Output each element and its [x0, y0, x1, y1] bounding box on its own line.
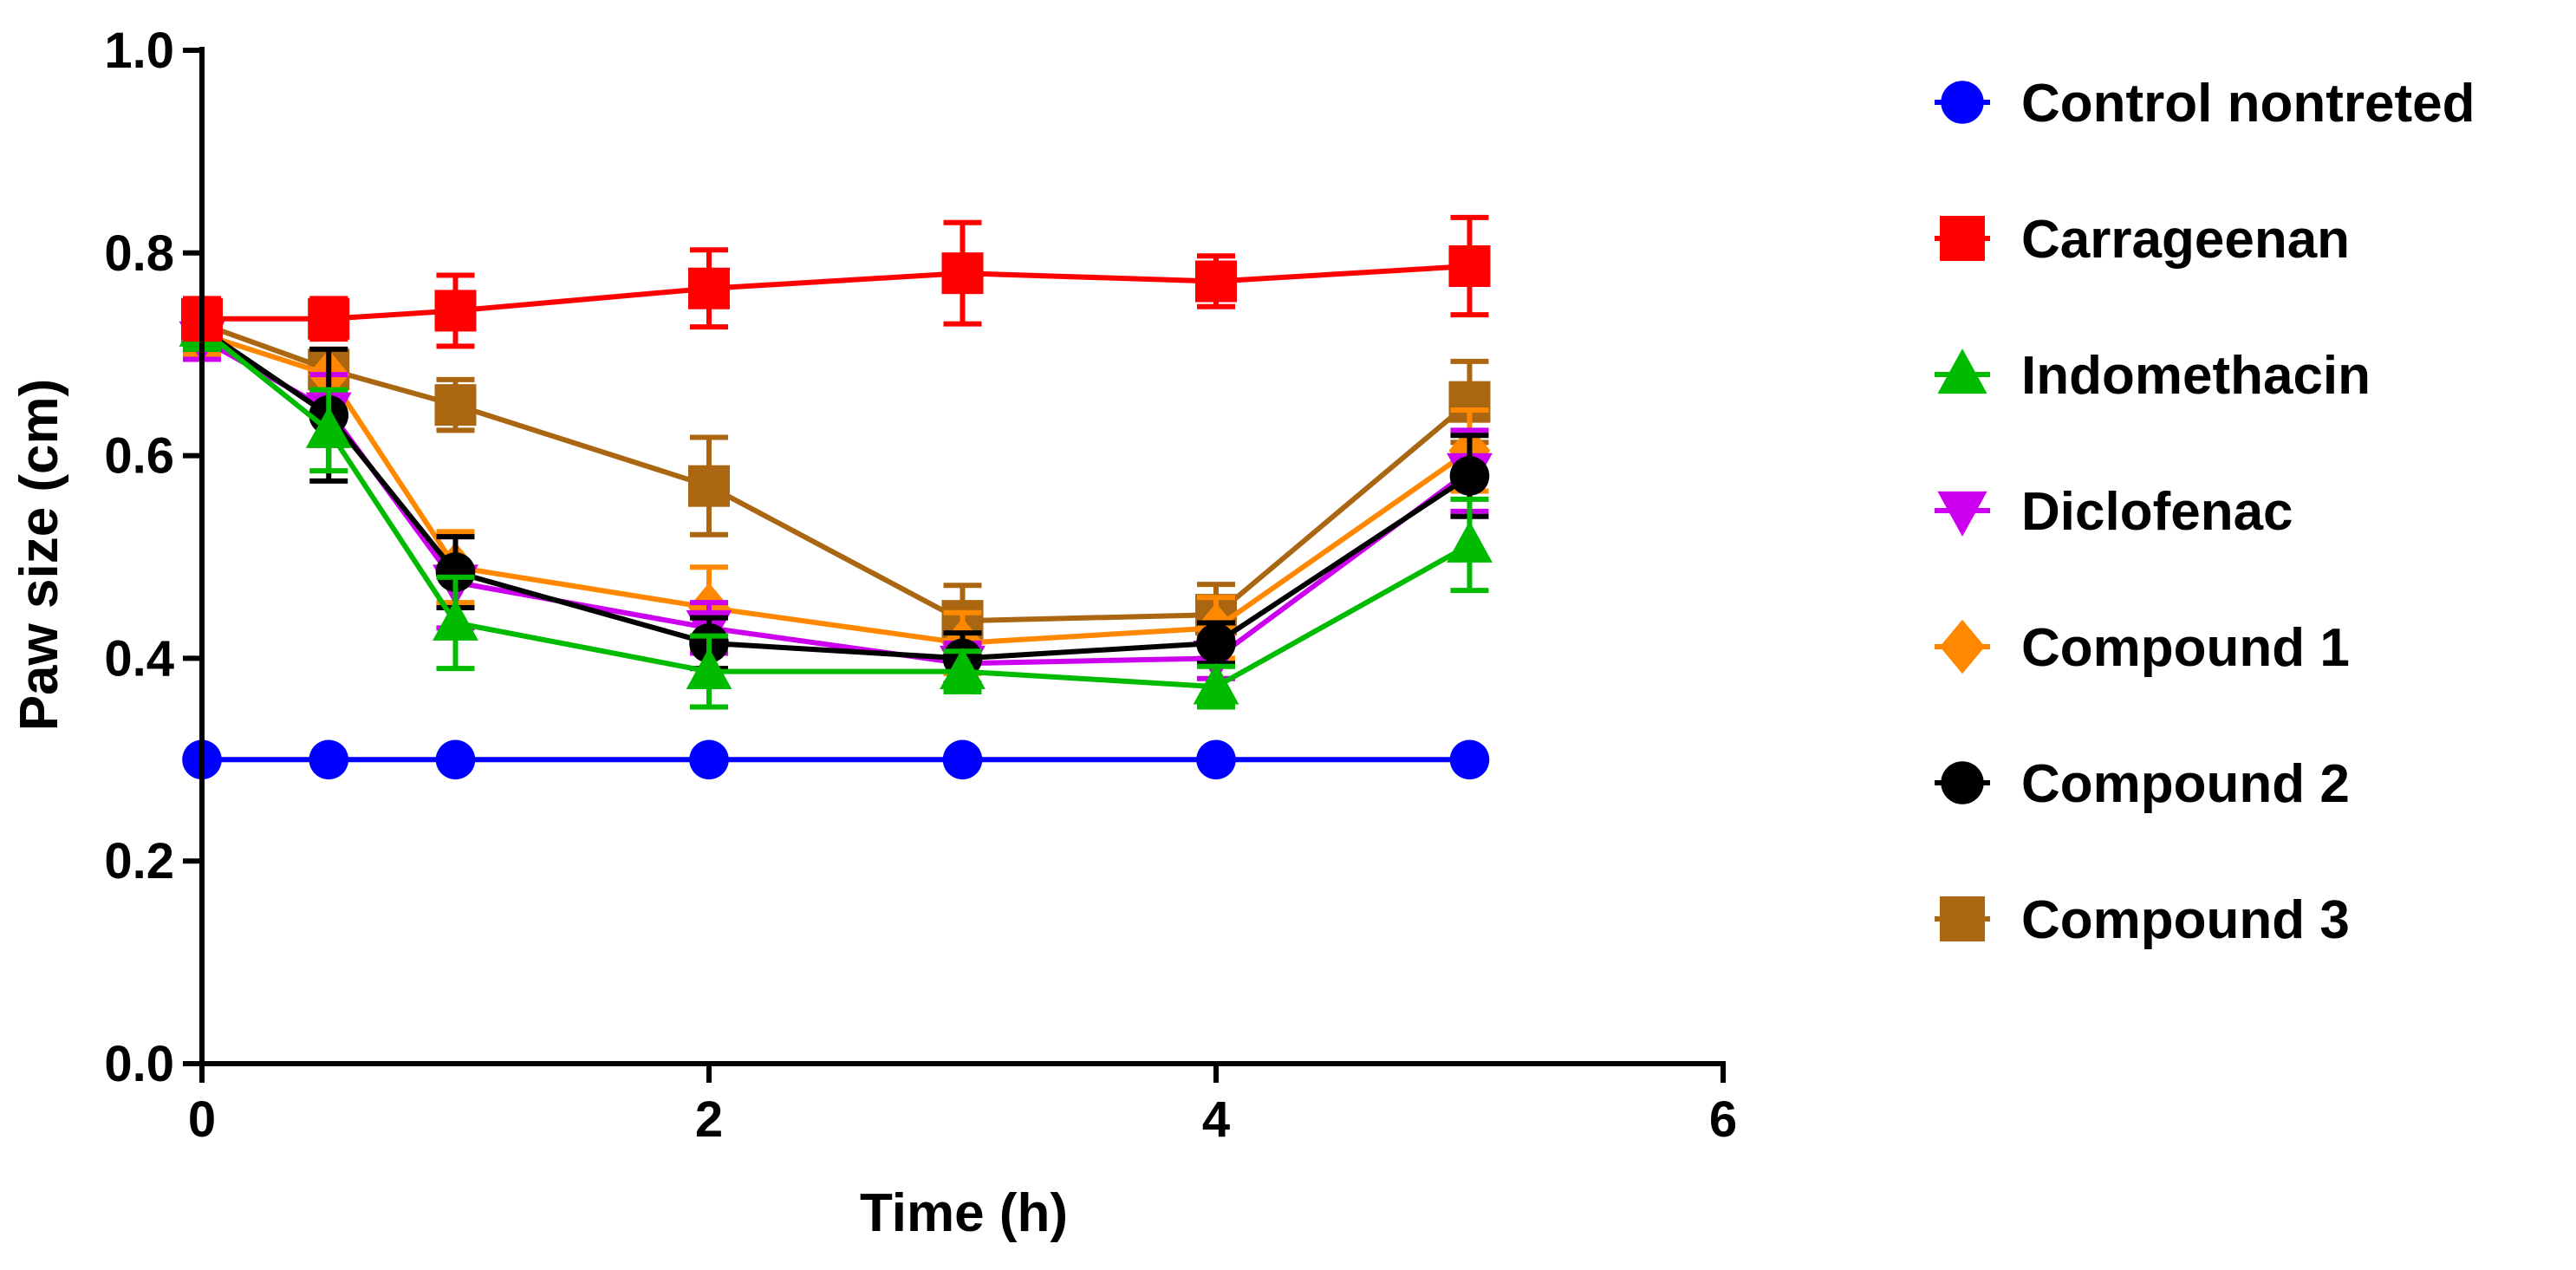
- legend: Control nontreted Carrageenan Indomethacin…: [1935, 74, 2475, 950]
- series-line: [200, 327, 1471, 690]
- legend-item: Compound 3: [1935, 890, 2350, 950]
- data-point: [688, 465, 730, 507]
- legend-item: Indomethacin: [1935, 346, 2371, 406]
- x-tick-label: 0: [188, 1091, 216, 1148]
- legend-label: Indomethacin: [2021, 346, 2371, 406]
- legend-item: Carrageenan: [1935, 210, 2350, 270]
- legend-label: Control nontreted: [2021, 74, 2475, 134]
- data-point: [941, 252, 984, 295]
- data-point: [1448, 244, 1491, 287]
- data-point: [1447, 520, 1493, 563]
- series-compound-1: [181, 309, 1491, 676]
- data-point: [309, 739, 349, 780]
- legend-label: Diclofenac: [2021, 482, 2293, 542]
- legend-label: Compound 2: [2021, 754, 2350, 814]
- data-point: [434, 384, 477, 427]
- y-tick-label: 0.8: [104, 225, 174, 282]
- y-axis-title: Paw size (cm): [10, 379, 69, 732]
- legend-label: Compound 1: [2021, 618, 2350, 678]
- data-point: [435, 739, 476, 780]
- series-line: [201, 331, 1472, 646]
- x-tick-label: 4: [1202, 1091, 1230, 1148]
- data-point: [688, 267, 730, 309]
- legend-marker: [1941, 81, 1984, 124]
- legend-item: Compound 2: [1935, 754, 2350, 814]
- legend-item: Diclofenac: [1935, 482, 2293, 542]
- data-point: [305, 406, 352, 448]
- data-point: [940, 647, 986, 689]
- x-axis-title: Time (h): [860, 1183, 1068, 1243]
- legend-item: Compound 1: [1935, 618, 2350, 678]
- legend-marker: [1940, 896, 1985, 941]
- y-tick-label: 0.6: [104, 428, 174, 485]
- series-carrageenan: [181, 214, 1491, 349]
- legend-marker: [1941, 761, 1984, 804]
- x-tick-label: 6: [1709, 1091, 1737, 1148]
- plot-area: [179, 214, 1493, 780]
- legend-marker: [1937, 348, 1987, 394]
- x-tick-label: 2: [695, 1091, 723, 1148]
- data-point: [942, 739, 983, 780]
- legend-item: Control nontreted: [1935, 74, 2475, 134]
- y-tick-label: 0.2: [104, 833, 174, 889]
- legend-label: Carrageenan: [2021, 210, 2350, 270]
- data-point: [689, 739, 729, 780]
- legend-marker: [1940, 619, 1985, 674]
- data-point: [1196, 739, 1236, 780]
- data-point: [686, 647, 732, 689]
- data-point: [308, 297, 350, 340]
- axes: 0.0 0.2 0.4 0.6 0.8 1.0 0 2 4 6: [104, 23, 1737, 1148]
- y-tick-label: 0.0: [104, 1036, 174, 1092]
- data-point: [1193, 662, 1239, 705]
- series-control-nontreted: [182, 739, 1490, 780]
- data-point: [434, 290, 477, 332]
- legend-marker: [1937, 491, 1987, 537]
- data-point: [1195, 260, 1237, 303]
- y-tick-label: 0.4: [104, 630, 174, 687]
- data-point: [1449, 456, 1490, 496]
- legend-marker: [1940, 216, 1985, 261]
- data-point: [435, 552, 476, 592]
- legend-label: Compound 3: [2021, 890, 2350, 950]
- data-point: [1449, 739, 1490, 780]
- series-line: [202, 264, 1470, 322]
- data-point: [433, 598, 478, 641]
- y-tick-label: 1.0: [104, 23, 174, 79]
- data-point: [1196, 623, 1236, 663]
